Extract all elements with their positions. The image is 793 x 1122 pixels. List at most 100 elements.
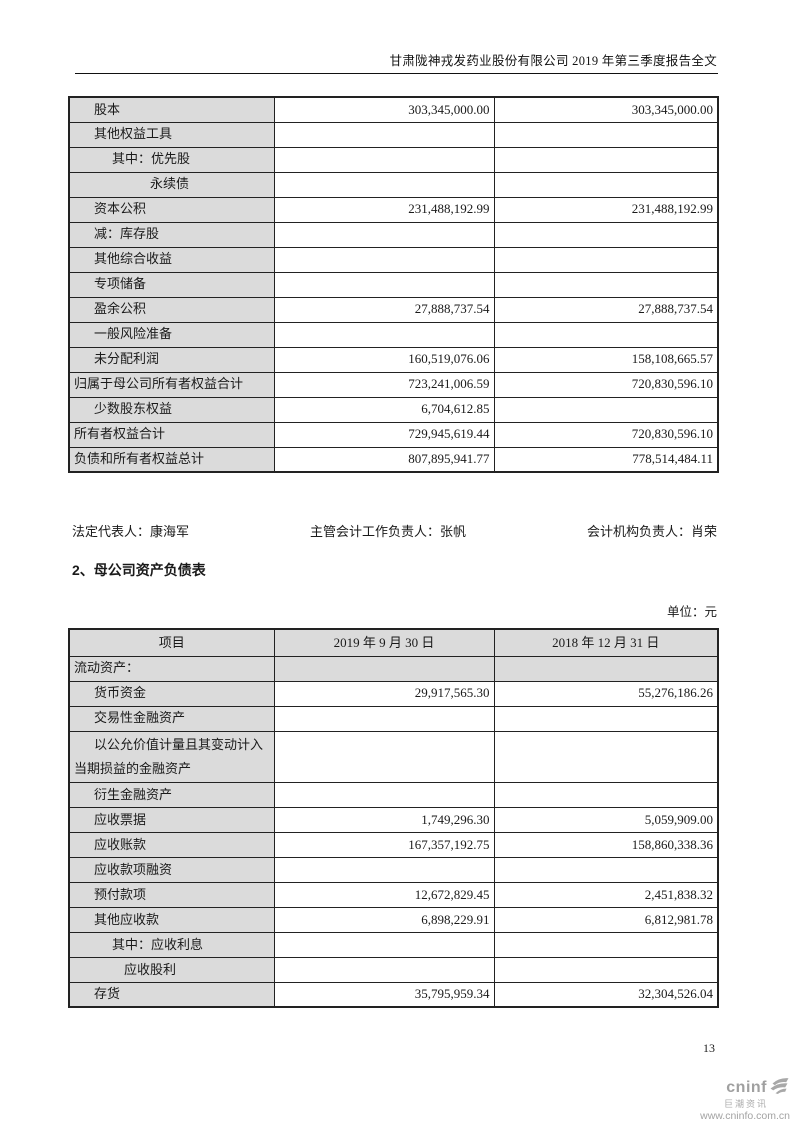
- item-label-cell: 所有者权益合计: [68, 421, 275, 448]
- item-label-cell: 减：库存股: [68, 221, 275, 248]
- table-row: 其中：优先股: [68, 146, 719, 173]
- table-row: 应收账款 167,357,192.75 158,860,338.36: [68, 831, 719, 858]
- table-row: 存货 35,795,959.34 32,304,526.04: [68, 981, 719, 1008]
- item-label-cell: 存货: [68, 981, 275, 1008]
- value-prior-cell: [493, 271, 719, 298]
- column-header-period-prior: 2018 年 12 月 31 日: [493, 628, 719, 657]
- value-current-cell: [273, 271, 495, 298]
- item-label-cell: 应收股利: [68, 956, 275, 983]
- value-prior-cell: [493, 321, 719, 348]
- value-current-cell: 729,945,619.44: [273, 421, 495, 448]
- table-row: 归属于母公司所有者权益合计 723,241,006.59 720,830,596…: [68, 371, 719, 398]
- table-row: 以公允价值计量且其变动计入当期损益的金融资产: [68, 730, 719, 783]
- value-prior-cell: [493, 221, 719, 248]
- value-prior-cell: [493, 705, 719, 732]
- column-header-period-current: 2019 年 9 月 30 日: [273, 628, 495, 657]
- value-prior-cell: 27,888,737.54: [493, 296, 719, 323]
- consolidated-equity-table: 股本 303,345,000.00 303,345,000.00 其他权益工具 …: [68, 96, 719, 473]
- item-label-cell: 货币资金: [68, 680, 275, 707]
- value-prior-cell: 2,451,838.32: [493, 881, 719, 908]
- signatories-line: 法定代表人：康海军 主管会计工作负责人：张帆 会计机构负责人：肖荣: [72, 521, 717, 540]
- value-current-cell: 35,795,959.34: [273, 981, 495, 1008]
- value-current-cell: [273, 705, 495, 732]
- table-row: 其他综合收益: [68, 246, 719, 273]
- value-prior-cell: [493, 931, 719, 958]
- item-label-cell: 以公允价值计量且其变动计入当期损益的金融资产: [68, 730, 275, 783]
- value-current-cell: 807,895,941.77: [273, 446, 495, 473]
- value-prior-cell: 32,304,526.04: [493, 981, 719, 1008]
- value-current-cell: [273, 781, 495, 808]
- value-prior-cell: 720,830,596.10: [493, 421, 719, 448]
- table-row: 应收票据 1,749,296.30 5,059,909.00: [68, 806, 719, 833]
- value-prior-cell: [493, 246, 719, 273]
- value-prior-cell: 158,860,338.36: [493, 831, 719, 858]
- table-header-row: 项目 2019 年 9 月 30 日 2018 年 12 月 31 日: [68, 628, 719, 657]
- cninfo-logo: cninf 巨潮资讯 www.cninfo.com.cn: [700, 1077, 790, 1122]
- value-current-cell: [273, 321, 495, 348]
- table-row: 减：库存股: [68, 221, 719, 248]
- table-row: 一般风险准备: [68, 321, 719, 348]
- item-label-cell: 应收票据: [68, 806, 275, 833]
- table-row: 专项储备: [68, 271, 719, 298]
- item-label-cell: 永续债: [68, 171, 275, 198]
- table-row: 其中：应收利息: [68, 931, 719, 958]
- value-current-cell: [273, 931, 495, 958]
- table-row: 货币资金 29,917,565.30 55,276,186.26: [68, 680, 719, 707]
- item-label-cell: 归属于母公司所有者权益合计: [68, 371, 275, 398]
- value-prior-cell: [493, 856, 719, 883]
- value-prior-cell: 5,059,909.00: [493, 806, 719, 833]
- value-current-cell: [273, 221, 495, 248]
- item-label-cell: 负债和所有者权益总计: [68, 446, 275, 473]
- table-row: 应收款项融资: [68, 856, 719, 883]
- item-label-cell: 应收账款: [68, 831, 275, 858]
- cninfo-logo-word: cninf: [726, 1078, 767, 1096]
- item-label-cell: 流动资产：: [68, 655, 275, 682]
- value-prior-cell: [493, 781, 719, 808]
- cninfo-logo-cn: 巨潮资讯: [723, 1098, 768, 1109]
- value-current-cell: 12,672,829.45: [273, 881, 495, 908]
- item-label-cell: 未分配利润: [68, 346, 275, 373]
- table-row: 股本 303,345,000.00 303,345,000.00: [68, 96, 719, 123]
- table-row: 资本公积 231,488,192.99 231,488,192.99: [68, 196, 719, 223]
- value-prior-cell: 55,276,186.26: [493, 680, 719, 707]
- item-label-cell: 预付款项: [68, 881, 275, 908]
- item-label-cell: 应收款项融资: [68, 856, 275, 883]
- value-current-cell: 231,488,192.99: [273, 196, 495, 223]
- parent-balance-sheet-table: 项目 2019 年 9 月 30 日 2018 年 12 月 31 日 流动资产…: [68, 628, 719, 1009]
- item-label-cell: 其中：应收利息: [68, 931, 275, 958]
- value-current-cell: 723,241,006.59: [273, 371, 495, 398]
- item-label-cell: 衍生金融资产: [68, 781, 275, 808]
- header-rule: [75, 73, 718, 74]
- table-row: 衍生金融资产: [68, 781, 719, 808]
- cninfo-logo-url: www.cninfo.com.cn: [700, 1110, 790, 1122]
- value-current-cell: [273, 171, 495, 198]
- table-row: 其他应收款 6,898,229.91 6,812,981.78: [68, 906, 719, 933]
- table-row: 交易性金融资产: [68, 705, 719, 732]
- value-prior-cell: 158,108,665.57: [493, 346, 719, 373]
- cninfo-swirl-icon: [769, 1077, 790, 1099]
- value-current-cell: 167,357,192.75: [273, 831, 495, 858]
- value-current-cell: 160,519,076.06: [273, 346, 495, 373]
- page-number: 13: [703, 1041, 715, 1055]
- accounting-org-head: 会计机构负责人：肖荣: [586, 524, 717, 539]
- table-row: 流动资产：: [68, 655, 719, 682]
- value-current-cell: 6,704,612.85: [273, 396, 495, 423]
- table-row: 未分配利润 160,519,076.06 158,108,665.57: [68, 346, 719, 373]
- item-label-cell: 一般风险准备: [68, 321, 275, 348]
- item-label-cell: 盈余公积: [68, 296, 275, 323]
- item-label-cell: 少数股东权益: [68, 396, 275, 423]
- table-row: 预付款项 12,672,829.45 2,451,838.32: [68, 881, 719, 908]
- value-current-cell: 27,888,737.54: [273, 296, 495, 323]
- value-prior-cell: [493, 956, 719, 983]
- table-row: 永续债: [68, 171, 719, 198]
- value-current-cell: [273, 655, 495, 682]
- item-label-cell: 其他权益工具: [68, 121, 275, 148]
- item-label-cell: 交易性金融资产: [68, 705, 275, 732]
- value-current-cell: [273, 730, 495, 783]
- value-prior-cell: 720,830,596.10: [493, 371, 719, 398]
- item-label-cell: 其中：优先股: [68, 146, 275, 173]
- item-label-cell: 专项储备: [68, 271, 275, 298]
- table-row: 应收股利: [68, 956, 719, 983]
- value-current-cell: [273, 146, 495, 173]
